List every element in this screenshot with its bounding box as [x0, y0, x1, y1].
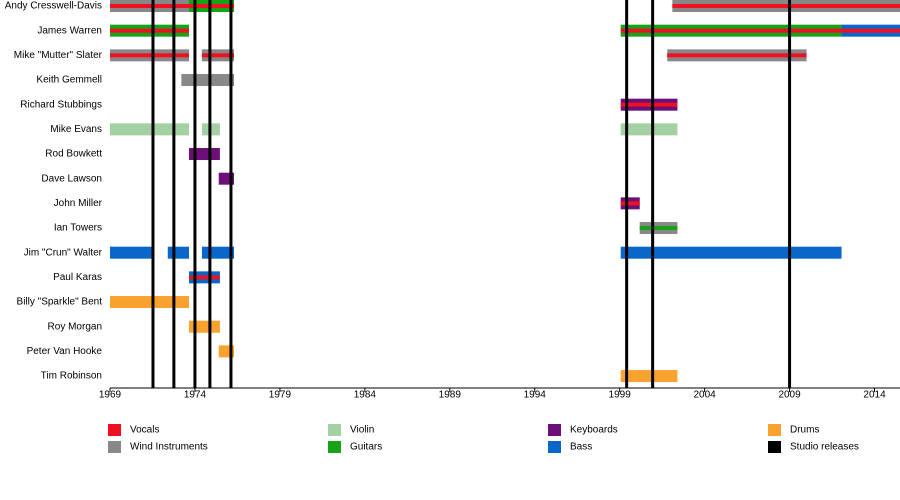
member-label: Jim "Crun" Walter	[24, 247, 103, 258]
legend-label: Bass	[570, 442, 592, 453]
period-bar	[620, 246, 842, 259]
period-bar	[620, 123, 678, 136]
member-label: Mike "Mutter" Slater	[14, 50, 103, 61]
x-tick-label: 1999	[609, 390, 632, 401]
legend-label: Wind Instruments	[130, 442, 208, 453]
member-label: Keith Gemmell	[36, 75, 102, 86]
period-stripe	[672, 4, 900, 8]
legend-label: Guitars	[350, 442, 382, 453]
legend-swatch	[548, 441, 561, 453]
legend-swatch	[328, 441, 341, 453]
period-bar	[110, 296, 189, 309]
member-label: John Miller	[54, 198, 103, 209]
legend-swatch	[328, 424, 341, 436]
period-stripe	[201, 53, 235, 58]
legend-label: Studio releases	[790, 442, 859, 453]
member-label: Rod Bowkett	[45, 149, 102, 160]
period-stripe	[189, 4, 235, 8]
x-tick-label: 2009	[778, 390, 801, 401]
legend-label: Drums	[790, 425, 819, 436]
member-label: James Warren	[37, 25, 102, 36]
period-bar	[110, 123, 189, 136]
period-bar	[189, 148, 220, 161]
x-tick-label: 1989	[439, 390, 462, 401]
period-stripe	[620, 28, 842, 33]
period-bar	[110, 246, 153, 259]
x-tick-label: 1984	[354, 390, 377, 401]
member-label: Ian Towers	[54, 223, 102, 234]
period-bar	[181, 74, 235, 87]
member-label: Peter Van Hooke	[27, 346, 103, 357]
period-stripe	[639, 226, 678, 231]
member-label: Paul Karas	[53, 272, 102, 283]
period-stripe	[110, 4, 189, 8]
x-tick-label: 1994	[524, 390, 547, 401]
member-label: Richard Stubbings	[20, 99, 102, 110]
x-tick-label: 1969	[99, 390, 122, 401]
period-stripe	[110, 28, 189, 33]
period-stripe	[620, 201, 640, 206]
member-label: Mike Evans	[50, 124, 102, 135]
x-tick-label: 2014	[863, 390, 886, 401]
period-bar	[201, 246, 235, 259]
legend-swatch	[108, 441, 121, 453]
period-bar	[620, 370, 678, 383]
period-stripe	[667, 53, 807, 58]
period-stripe	[110, 53, 189, 58]
legend-label: Keyboards	[570, 425, 618, 436]
period-stripe	[841, 28, 900, 33]
period-bar	[167, 246, 189, 259]
member-label: Billy "Sparkle" Bent	[17, 297, 103, 308]
x-tick-label: 1979	[269, 390, 292, 401]
legend-label: Violin	[350, 425, 374, 436]
period-bar	[189, 320, 220, 333]
period-stripe	[189, 275, 220, 280]
legend-swatch	[768, 424, 781, 436]
member-label: Dave Lawson	[41, 173, 102, 184]
legend-swatch	[548, 424, 561, 436]
member-label: Roy Morgan	[48, 321, 102, 332]
legend-swatch	[108, 424, 121, 436]
x-tick-label: 2004	[693, 390, 716, 401]
legend-swatch	[768, 441, 781, 453]
x-tick-label: 1974	[184, 390, 207, 401]
member-label: Tim Robinson	[41, 371, 102, 382]
period-stripe	[620, 102, 678, 107]
member-label: Andy Cresswell-Davis	[5, 1, 102, 12]
legend-label: Vocals	[130, 425, 159, 436]
